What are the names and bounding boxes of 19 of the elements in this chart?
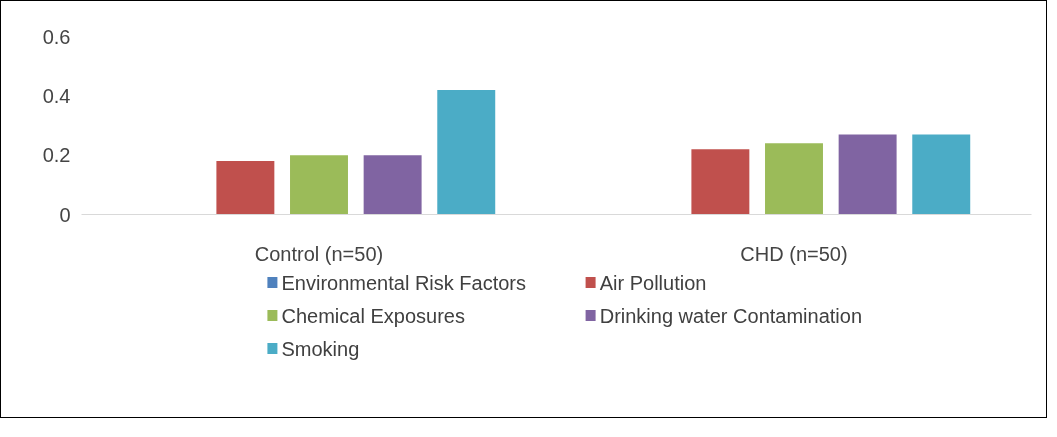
legend-label: Environmental Risk Factors <box>281 271 527 294</box>
y-tick-label: 0 <box>59 203 71 226</box>
y-tick-label: 0.4 <box>42 84 71 107</box>
bar <box>765 143 823 215</box>
bar <box>290 155 348 215</box>
bar <box>912 134 971 215</box>
legend-label: Drinking water Contamination <box>599 304 863 327</box>
bar <box>838 134 897 215</box>
bar <box>363 155 422 215</box>
legend-label: Air Pollution <box>599 271 707 294</box>
bar <box>216 161 275 215</box>
y-tick-label: 0.2 <box>42 144 71 167</box>
legend-label: Chemical Exposures <box>281 304 465 327</box>
y-tick-label: 0.6 <box>42 25 71 48</box>
bar <box>437 89 496 215</box>
bar <box>691 149 750 215</box>
legend-label: Smoking <box>281 337 360 360</box>
x-tick-label: CHD (n=50) <box>740 242 848 265</box>
x-tick-label: Control (n=50) <box>254 242 384 265</box>
